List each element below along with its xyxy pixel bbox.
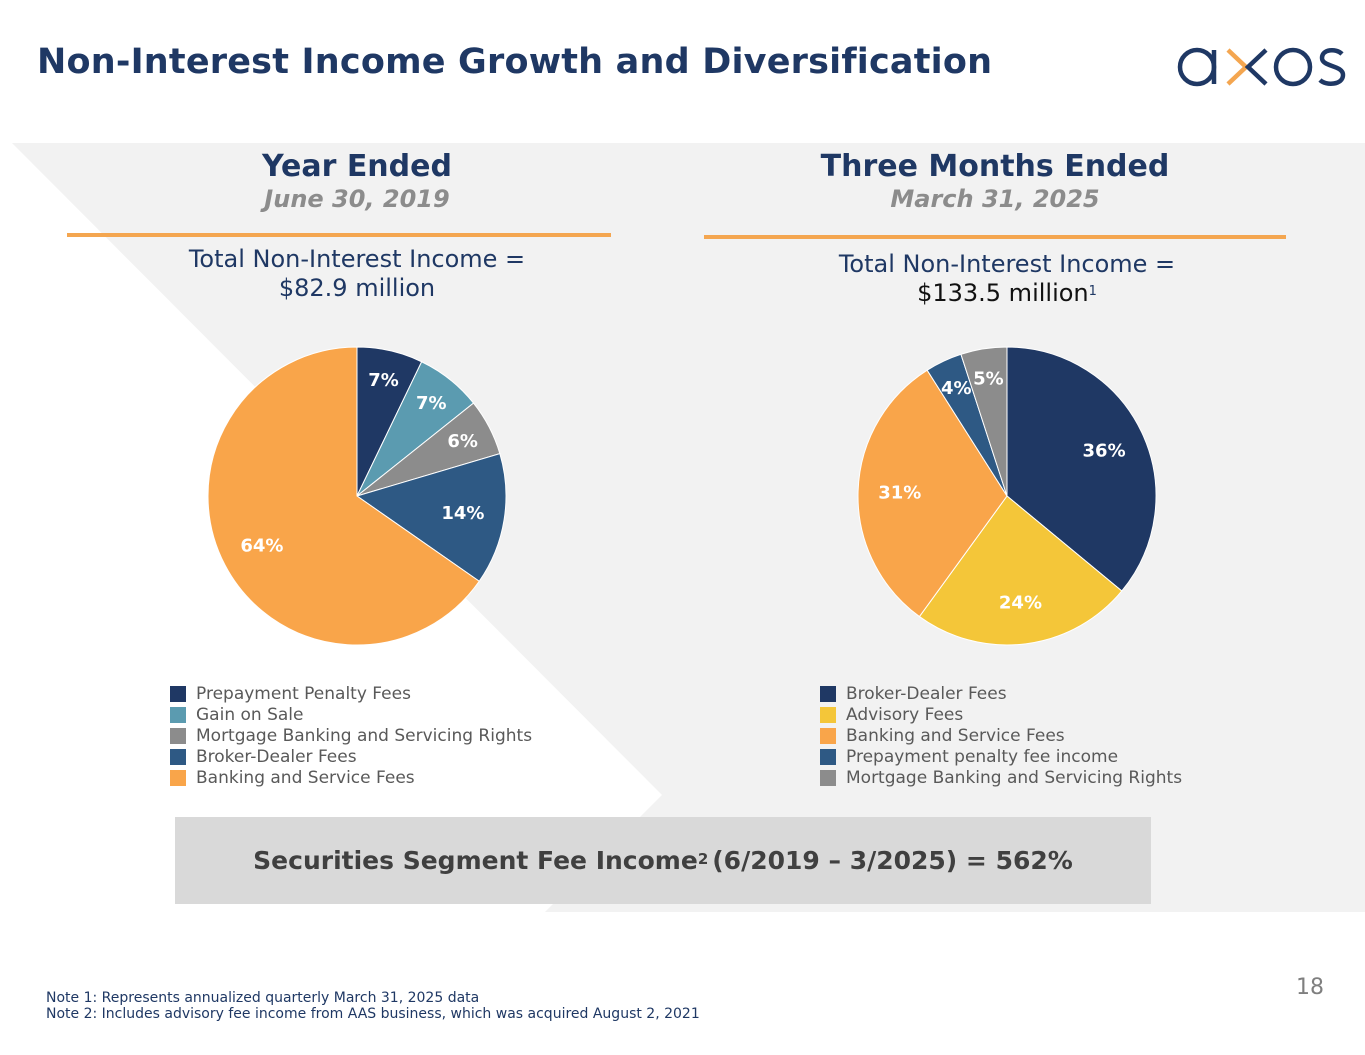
right-total: Total Non-Interest Income = $133.5 milli… xyxy=(757,250,1257,308)
legend-label: Banking and Service Fees xyxy=(196,767,415,788)
pie-slice-mortgage-banking-and-servicing-rights xyxy=(960,346,1008,497)
note-1: Note 1: Represents annualized quarterly … xyxy=(46,990,480,1006)
left-total-value: $82.9 million xyxy=(278,274,436,302)
securities-fee-callout: Securities Segment Fee Income 2 (6/2019 – … xyxy=(175,817,1151,904)
legend-swatch xyxy=(820,769,836,786)
pie-label-broker-dealer-fees: 14% xyxy=(441,503,484,524)
legend-label: Mortgage Banking and Servicing Rights xyxy=(196,725,533,746)
footnotes: Note 1: Represents annualized quarterly … xyxy=(46,990,700,1022)
left-panel-title: Year Ended xyxy=(262,149,452,184)
pie-chart-2025: 36% 24% 31% 4% 5% xyxy=(857,346,1157,646)
legend-item-mortgage-banking-and-servicing-rights: Mortgage Banking and Servicing Rights xyxy=(170,725,532,746)
pie-slice-broker-dealer-fees xyxy=(355,452,507,582)
legend-item-broker-dealer-fees: Broker-Dealer Fees xyxy=(170,746,532,767)
left-panel-date: June 30, 2019 xyxy=(264,185,450,213)
legend-item-prepayment-penalty-fees: Prepayment Penalty Fees xyxy=(170,683,532,704)
pie-label-advisory-fees: 24% xyxy=(999,592,1042,613)
legend-item-banking-and-service-fees: Banking and Service Fees xyxy=(170,767,532,788)
pie-label-banking-and-service-fees: 31% xyxy=(878,483,921,504)
callout-value: (6/2019 – 3/2025) = 562% xyxy=(712,846,1073,875)
legend-swatch xyxy=(170,727,186,744)
legend-item-prepayment-penalty-fee-income: Prepayment penalty fee income xyxy=(820,746,1182,767)
legend-label: Broker-Dealer Fees xyxy=(196,746,357,767)
right-total-value: $133.5 million xyxy=(917,279,1089,307)
legend-item-gain-on-sale: Gain on Sale xyxy=(170,704,532,725)
left-divider xyxy=(67,233,611,237)
note-2: Note 2: Includes advisory fee income fro… xyxy=(46,1006,700,1022)
footnote-1-marker: 1 xyxy=(1088,284,1097,299)
right-divider xyxy=(704,235,1286,239)
pie-label-broker-dealer-fees: 36% xyxy=(1083,440,1126,461)
legend-swatch xyxy=(820,748,836,765)
legend-swatch xyxy=(820,706,836,723)
legend-item-broker-dealer-fees: Broker-Dealer Fees xyxy=(820,683,1182,704)
right-total-label: Total Non-Interest Income = xyxy=(838,250,1176,278)
pie-slice-advisory-fees xyxy=(918,495,1123,646)
pie-slice-banking-and-service-fees xyxy=(207,346,480,646)
pie-label-banking-and-service-fees: 64% xyxy=(240,536,283,557)
pie-label-gain-on-sale: 7% xyxy=(416,393,447,414)
legend-label: Banking and Service Fees xyxy=(846,725,1065,746)
legend-label: Mortgage Banking and Servicing Rights xyxy=(846,767,1183,788)
legend-label: Broker-Dealer Fees xyxy=(846,683,1007,704)
right-panel-title: Three Months Ended xyxy=(820,149,1170,184)
legend-2025: Broker-Dealer Fees Advisory Fees Banking a… xyxy=(820,683,1182,788)
legend-swatch xyxy=(170,706,186,723)
legend-item-advisory-fees: Advisory Fees xyxy=(820,704,1182,725)
page-title: Non-Interest Income Growth and Diversifi… xyxy=(37,42,993,82)
right-panel-heading: Three Months Ended March 31, 2025 xyxy=(745,150,1245,214)
legend-label: Advisory Fees xyxy=(846,704,964,725)
callout-text: Securities Segment Fee Income xyxy=(253,846,698,875)
pie-label-mortgage-banking-and-servicing-rights: 5% xyxy=(973,368,1004,389)
legend-swatch xyxy=(170,769,186,786)
footnote-2-marker: 2 xyxy=(697,849,709,868)
legend-swatch xyxy=(820,727,836,744)
legend-swatch xyxy=(820,685,836,702)
left-total: Total Non-Interest Income = $82.9 millio… xyxy=(107,245,607,303)
legend-item-banking-and-service-fees: Banking and Service Fees xyxy=(820,725,1182,746)
legend-2019: Prepayment Penalty Fees Gain on Sale Mortg… xyxy=(170,683,532,788)
legend-label: Prepayment Penalty Fees xyxy=(196,683,411,704)
pie-label-prepayment-penalty-fee-income: 4% xyxy=(941,378,972,399)
pie-label-prepayment-penalty-fees: 7% xyxy=(368,370,399,391)
left-total-label: Total Non-Interest Income = xyxy=(188,245,526,273)
pie-label-mortgage-banking-and-servicing-rights: 6% xyxy=(447,431,478,452)
pie-slice-broker-dealer-fees xyxy=(1006,346,1157,592)
pie-slice-banking-and-service-fees xyxy=(857,369,1008,618)
legend-label: Prepayment penalty fee income xyxy=(846,746,1119,767)
legend-swatch xyxy=(170,685,186,702)
legend-swatch xyxy=(170,748,186,765)
axos-logo xyxy=(1177,47,1346,87)
legend-item-mortgage-banking-and-servicing-rights: Mortgage Banking and Servicing Rights xyxy=(820,767,1182,788)
right-panel-date: March 31, 2025 xyxy=(890,185,1100,213)
left-panel-heading: Year Ended June 30, 2019 xyxy=(157,150,557,214)
pie-chart-2019: 7%7%6%14%64% xyxy=(207,346,507,646)
page-number: 18 xyxy=(1296,975,1324,1000)
legend-label: Gain on Sale xyxy=(196,704,304,725)
